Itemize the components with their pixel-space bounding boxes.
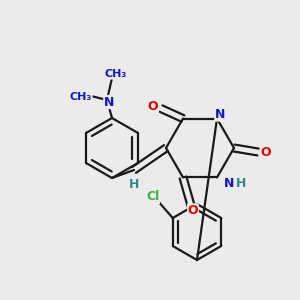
Text: O: O	[148, 100, 158, 113]
Text: N: N	[215, 108, 225, 121]
Text: H: H	[236, 177, 246, 190]
Text: N: N	[104, 95, 114, 109]
Text: CH₃: CH₃	[105, 69, 127, 79]
Text: H: H	[129, 178, 139, 190]
Text: O: O	[261, 146, 271, 158]
Text: O: O	[188, 204, 198, 217]
Text: CH₃: CH₃	[70, 92, 92, 102]
Text: N: N	[224, 177, 234, 190]
Text: Cl: Cl	[146, 190, 159, 203]
